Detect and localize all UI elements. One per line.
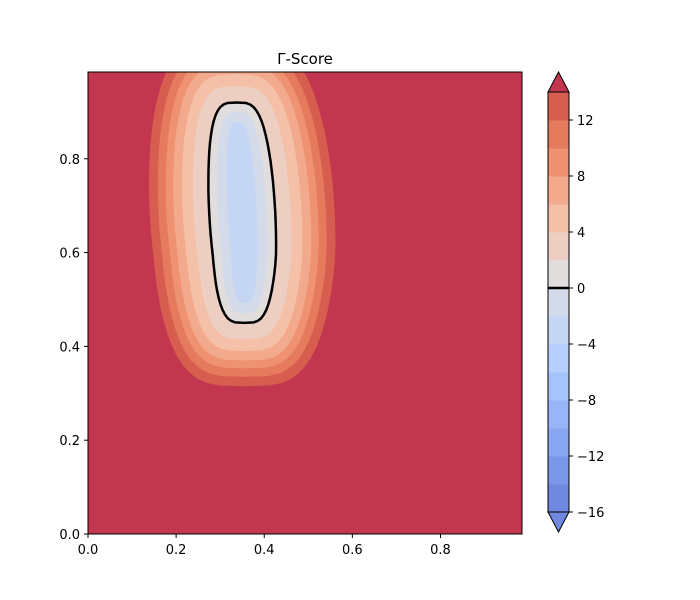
contour-band-core — [231, 128, 253, 298]
x-tick-label: 0.8 — [430, 543, 451, 558]
colorbar-band — [548, 428, 569, 457]
y-tick-label: 0.6 — [59, 247, 80, 262]
colorbar-tick-label: −4 — [577, 338, 596, 353]
colorbar-band — [548, 288, 569, 317]
y-tick-label: 0.8 — [59, 153, 80, 168]
colorbar-tick-label: −16 — [577, 506, 604, 521]
colorbar-band — [548, 176, 569, 205]
y-tick-label: 0.2 — [59, 434, 80, 449]
y-axis: 0.0 0.2 0.4 0.6 0.8 — [59, 153, 88, 543]
colorbar-tick-label: −8 — [577, 394, 596, 409]
colorbar-tick-label: 4 — [577, 226, 585, 241]
colorbar-extend-max — [547, 70, 570, 93]
x-tick-label: 0.0 — [78, 543, 99, 558]
zero-contour-path — [207, 101, 278, 325]
colorbar-band — [548, 92, 569, 121]
colorbar-band — [548, 120, 569, 149]
x-tick-label: 0.6 — [342, 543, 363, 558]
colorbar-band — [548, 148, 569, 177]
colorbar-tick-label: 8 — [577, 170, 585, 185]
plot-area — [88, 72, 522, 534]
colorbar-band — [548, 344, 569, 373]
chart-title: Γ-Score — [277, 50, 333, 68]
x-axis: 0.0 0.2 0.4 0.6 0.8 — [78, 534, 451, 558]
x-tick-label: 0.4 — [254, 543, 275, 558]
x-tick-label: 0.2 — [166, 543, 187, 558]
y-tick-label: 0.0 — [59, 528, 80, 543]
colorbar-tick-label: 12 — [577, 114, 594, 129]
colorbar-tick-label: 0 — [577, 282, 585, 297]
colorbar-extend-min — [547, 511, 570, 534]
colorbar-band — [548, 204, 569, 233]
colorbar-band — [548, 316, 569, 345]
colorbar-frame — [547, 91, 570, 513]
colorbar-band — [548, 484, 569, 513]
plot-frame — [87, 71, 523, 535]
colorbar-band — [548, 232, 569, 261]
colorbar-tick-label: −12 — [577, 450, 604, 465]
colorbar-band — [548, 372, 569, 401]
contour-bands — [149, 72, 336, 387]
colorbar-band — [548, 400, 569, 429]
zero-contour-line — [207, 101, 278, 325]
colorbar-band — [548, 260, 569, 289]
colorbar-band — [548, 456, 569, 485]
y-tick-label: 0.4 — [59, 340, 80, 355]
colorbar: −16 −12 −8 −4 0 4 8 12 — [547, 70, 604, 534]
